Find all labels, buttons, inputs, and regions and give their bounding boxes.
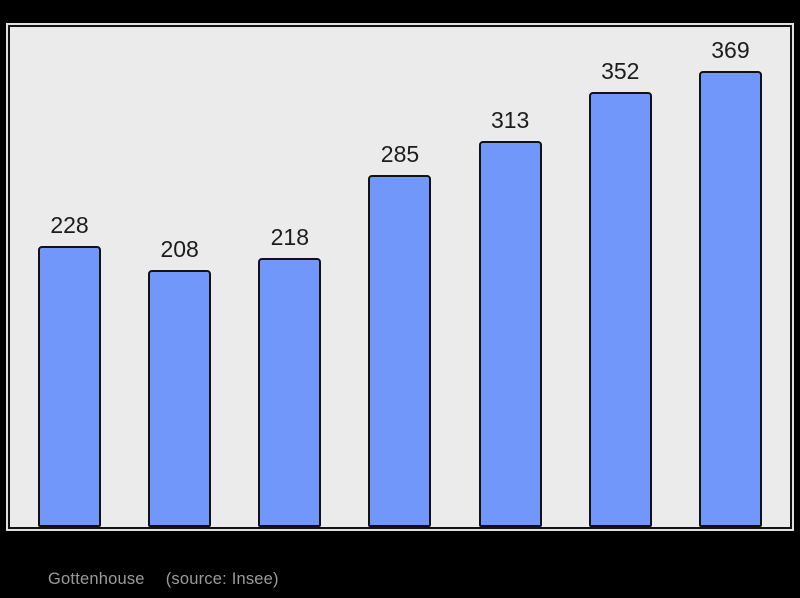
bar-group: 313	[478, 107, 542, 527]
bar	[698, 71, 762, 527]
caption-title: Gottenhouse	[48, 570, 145, 588]
bar-value-label: 313	[490, 107, 530, 133]
bar	[368, 175, 432, 527]
bar-value-label: 208	[160, 236, 199, 262]
bars-container: 228 208 218 285 313 352 369	[10, 27, 790, 527]
bar-value-label: 352	[601, 58, 640, 84]
bar-group: 369	[698, 37, 762, 527]
bar-group: 208	[148, 236, 212, 527]
bar-value-label: 285	[380, 141, 420, 167]
bar-group: 352	[588, 58, 652, 527]
bar-value-label: 228	[50, 212, 89, 238]
bar	[588, 92, 652, 527]
bar	[478, 141, 542, 527]
caption-source: (source: Insee)	[165, 570, 279, 588]
bar-value-label: 218	[270, 224, 309, 250]
bar-group: 285	[368, 141, 432, 527]
bar-group: 218	[258, 224, 322, 527]
bar-group: 228	[38, 214, 101, 527]
bar	[258, 258, 322, 527]
chart-plot-area: 228 208 218 285 313 352 369	[8, 25, 792, 529]
bar	[148, 270, 212, 527]
bar	[38, 246, 101, 527]
chart-caption: Gottenhouse (source: Insee)	[48, 570, 279, 590]
bar-value-label: 369	[711, 37, 750, 63]
